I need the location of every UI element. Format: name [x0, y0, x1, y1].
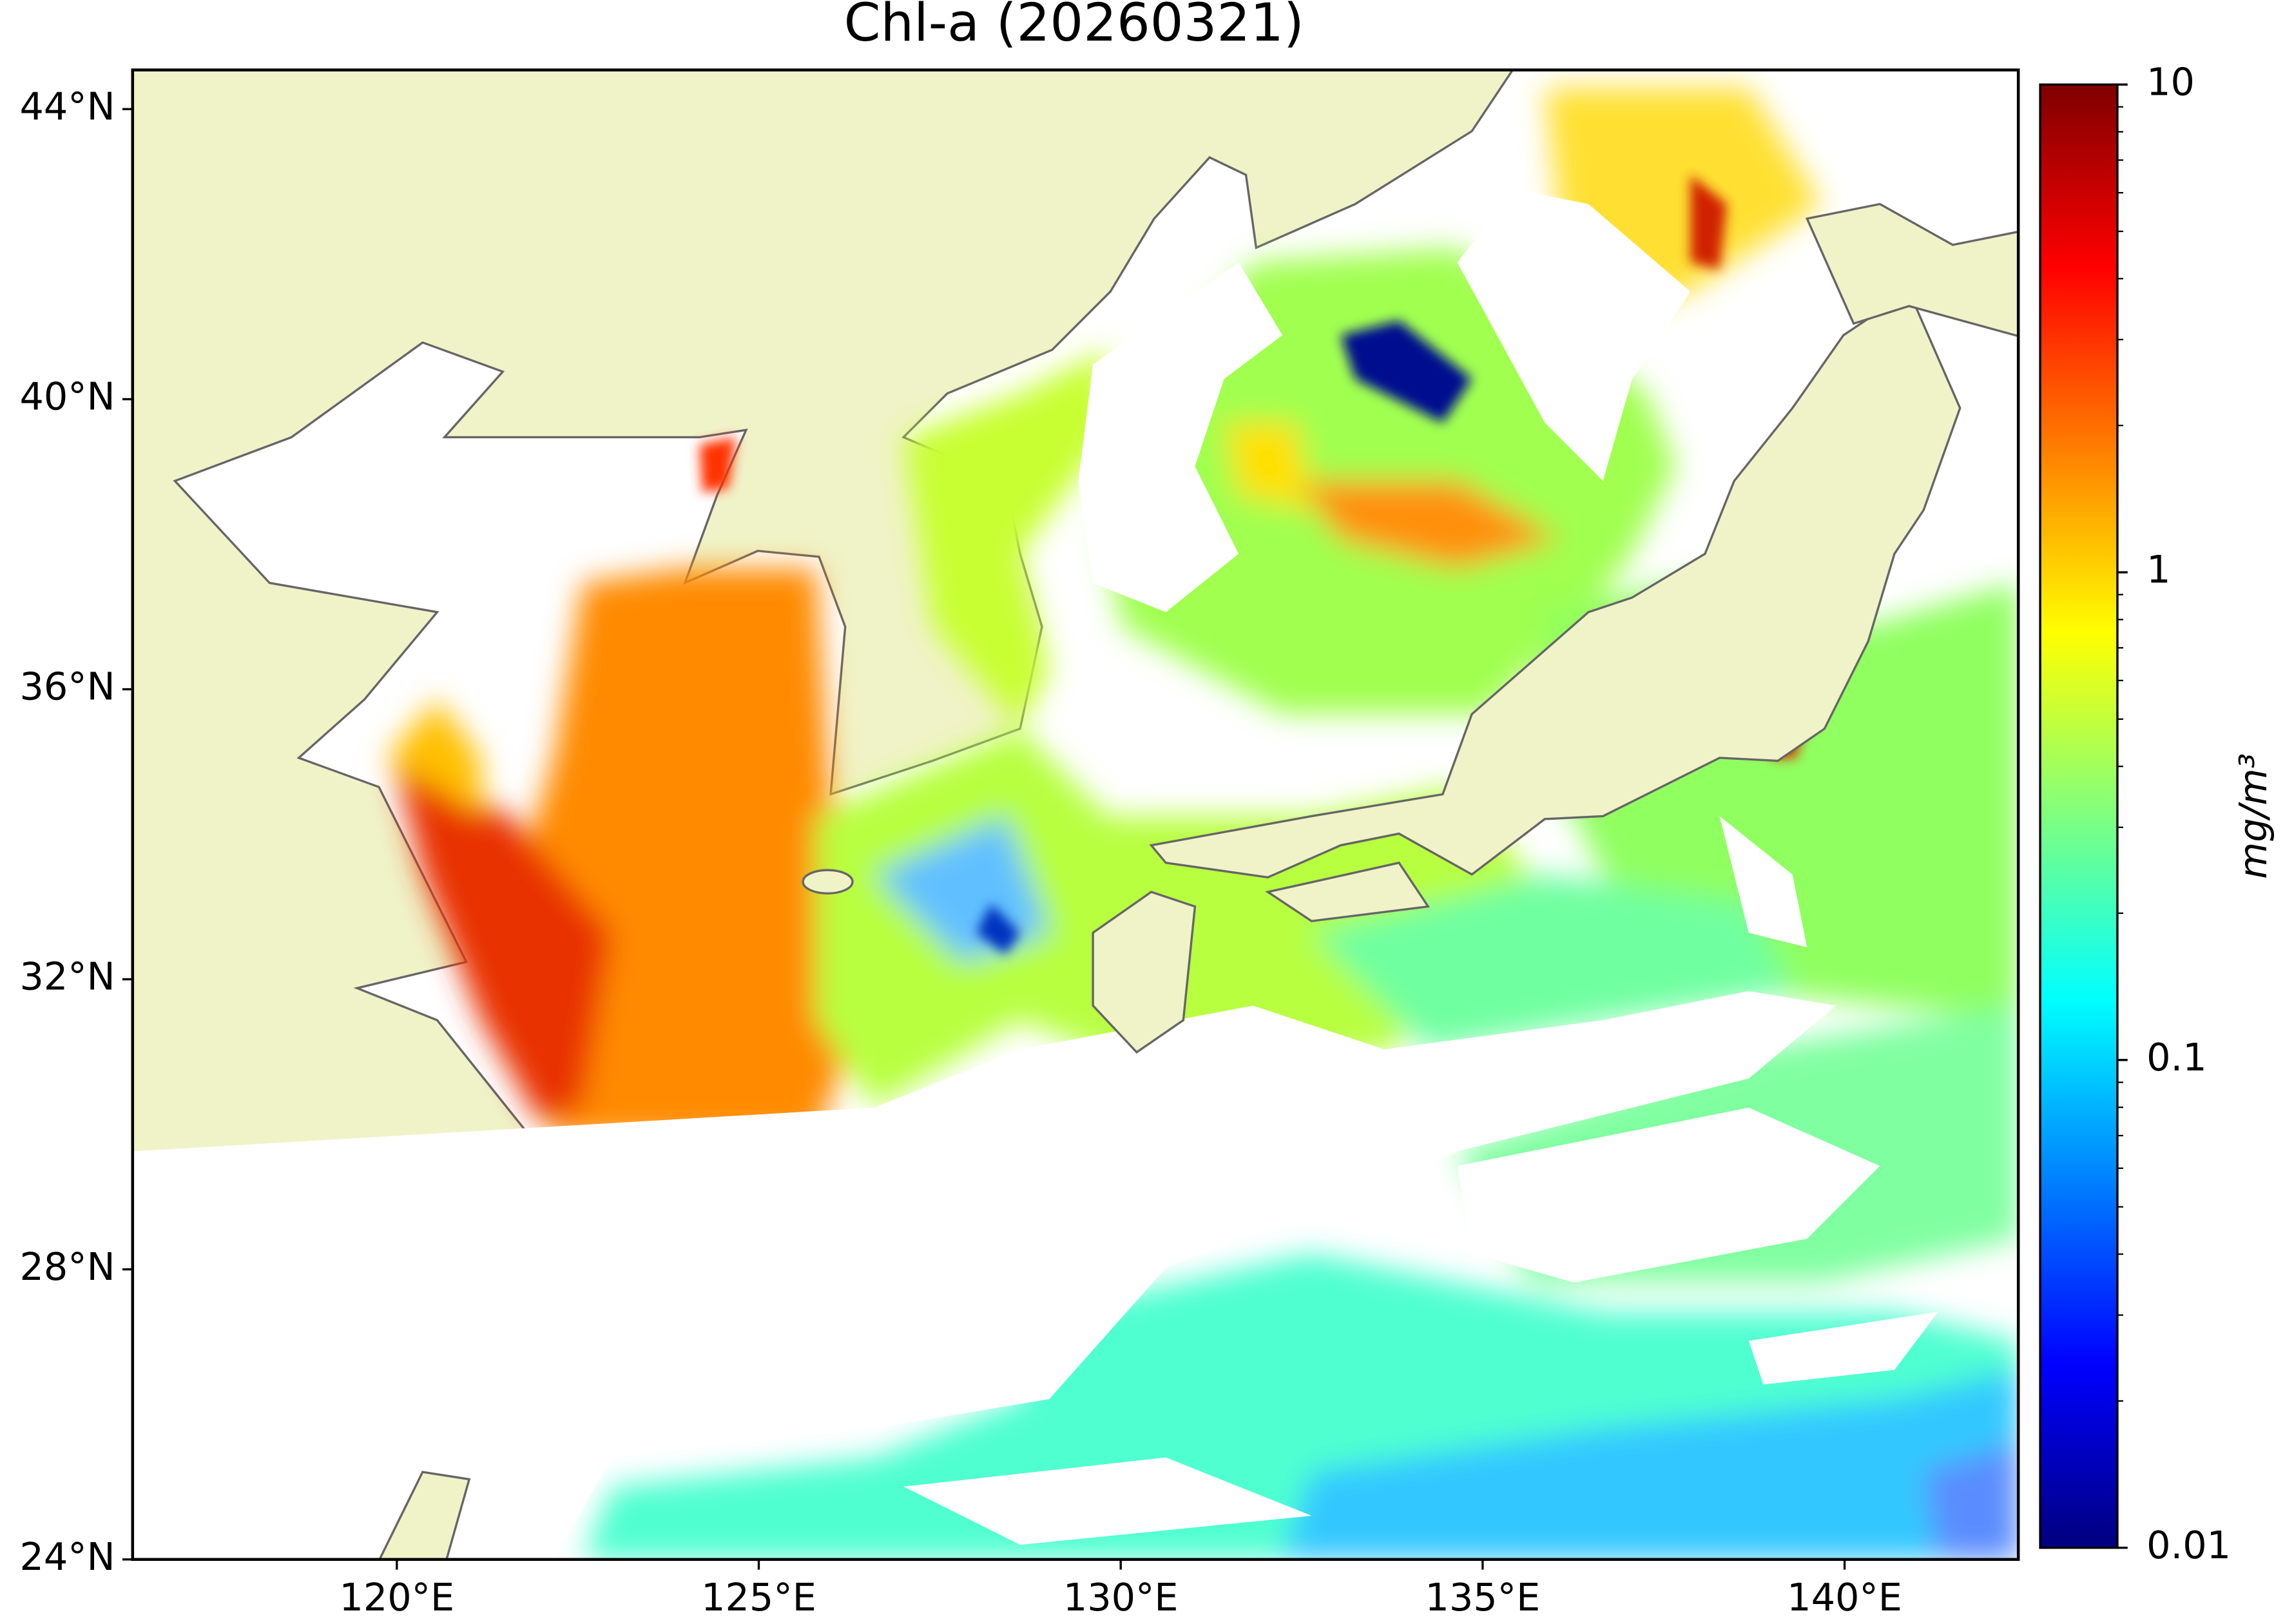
y-tick-label: 32°N [19, 954, 115, 999]
y-tick-label: 44°N [19, 84, 115, 128]
x-tick-label: 120°E [339, 1575, 454, 1619]
map-frame [131, 68, 2020, 1561]
map-area [132, 70, 2019, 1560]
colorbar-label: mg/m³ [2231, 753, 2275, 879]
islands [378, 202, 2019, 1560]
clouds [132, 189, 1938, 1560]
colorbar-tick-label: 0.1 [2146, 1035, 2206, 1079]
y-tick-label: 36°N [19, 664, 115, 709]
x-tick-label: 125°E [701, 1575, 816, 1619]
y-tick-label: 40°N [19, 374, 115, 419]
colorbar-tick-label: 0.01 [2146, 1523, 2231, 1567]
x-tick-label: 130°E [1063, 1575, 1179, 1619]
x-tick-label: 135°E [1425, 1575, 1540, 1619]
chlorophyll-details [699, 175, 1808, 955]
y-tick-label: 24°N [19, 1534, 115, 1579]
y-tick-label: 28°N [19, 1244, 115, 1289]
colorbar-tick-label: 10 [2146, 59, 2195, 104]
title: Chl-a (20260321) [844, 0, 1304, 53]
x-tick-label: 140°E [1787, 1575, 1902, 1619]
colorbar-tick-label: 1 [2146, 547, 2170, 592]
colorbar [2039, 83, 2119, 1549]
